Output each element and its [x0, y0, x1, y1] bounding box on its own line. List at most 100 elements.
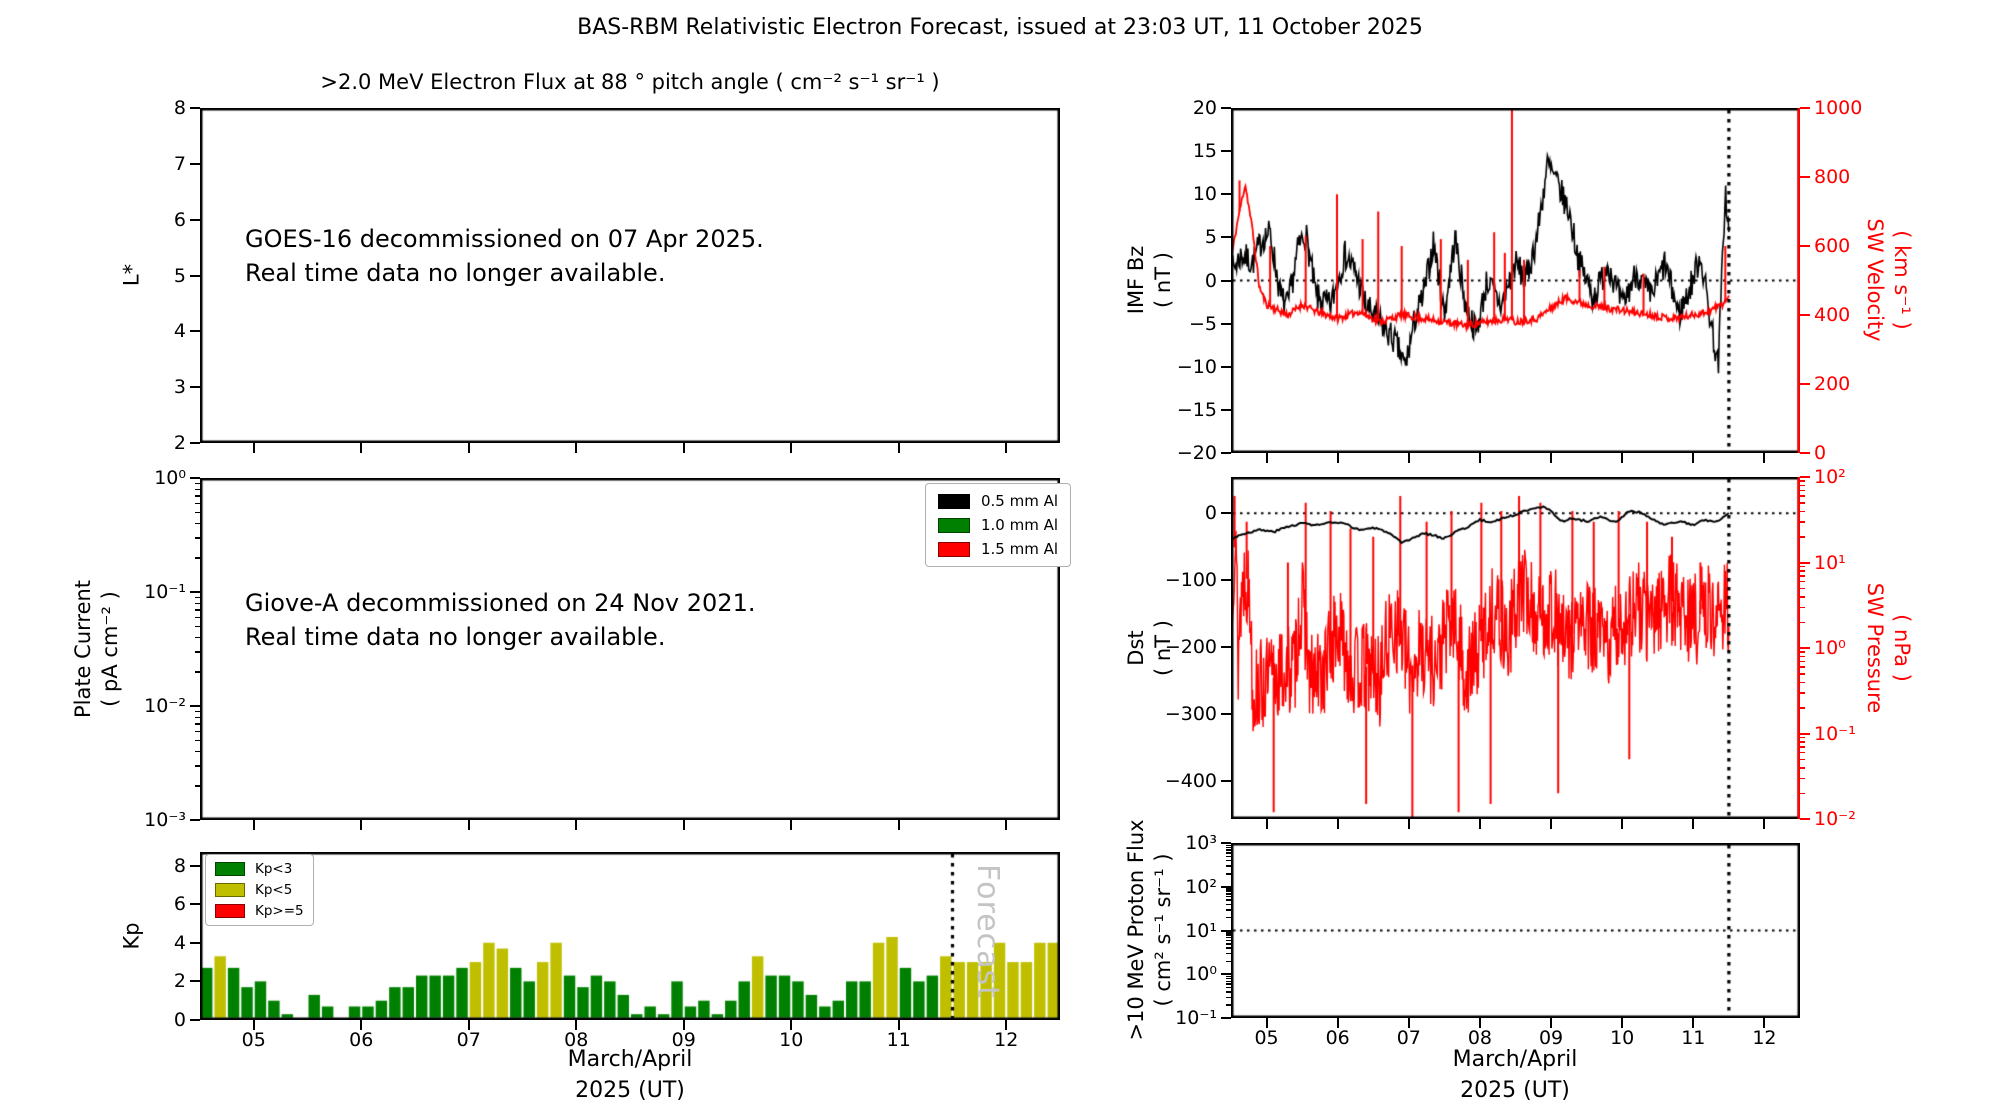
axis-tick: [1621, 819, 1624, 829]
axis-tick: [190, 864, 200, 867]
axis-tick: [190, 477, 200, 479]
legend-label: 1.0 mm Al: [981, 516, 1059, 534]
axis-tick: [1226, 952, 1231, 955]
legend-item: 0.5 mm Al: [938, 492, 1058, 510]
axis-tick: [1226, 983, 1231, 985]
axis-tick: [1478, 1018, 1481, 1028]
axis-tick: [1226, 859, 1231, 862]
plate-current-axis-label: Plate Current ( pA cm⁻² ): [71, 579, 122, 719]
axis-tick: [1763, 1018, 1766, 1028]
axis-tick: [1221, 645, 1231, 648]
axis-tick: [1800, 570, 1805, 572]
axis-tick: [1226, 895, 1231, 898]
plate-current-legend: 0.5 mm Al 1.0 mm Al 1.5 mm Al: [925, 483, 1072, 567]
axis-tick: [252, 1020, 255, 1030]
tick-label: −5: [1188, 312, 1217, 335]
axis-tick: [682, 820, 685, 830]
axis-tick: [1226, 873, 1231, 875]
tick-label: 15: [1192, 140, 1217, 163]
axis-tick: [190, 107, 200, 109]
axis-tick: [897, 443, 900, 453]
legend-label: 1.5 mm Al: [981, 540, 1059, 558]
kp-axis-label: Kp: [119, 922, 144, 950]
axis-tick: [1800, 746, 1805, 748]
axis-tick: [1800, 536, 1805, 538]
axis-tick: [575, 1020, 578, 1030]
proton-flux-plot-canvas: [1231, 843, 1800, 1018]
tick-label: 10²: [1185, 875, 1217, 898]
tick-label: 2: [173, 970, 186, 993]
figure-title: BAS-RBM Relativistic Electron Forecast, …: [577, 15, 1423, 40]
legend-label: 0.5 mm Al: [981, 492, 1059, 510]
axis-tick: [1221, 452, 1231, 454]
tick-label: 2: [173, 432, 186, 454]
legend-item: Kp>=5: [215, 903, 304, 919]
tick-label: 10¹: [1814, 551, 1846, 574]
axis-tick: [1221, 236, 1231, 239]
axis-tick: [1226, 903, 1231, 906]
axis-tick: [1226, 899, 1231, 901]
axis-tick: [195, 716, 200, 719]
lstar-axis-label: L*: [119, 263, 144, 287]
tick-label: 10⁻¹: [1175, 1007, 1217, 1029]
tick-label: 07: [1396, 1027, 1421, 1049]
axis-tick: [190, 1019, 200, 1021]
axis-tick: [1221, 322, 1231, 325]
legend-swatch-kp-yellow: [215, 883, 245, 897]
axis-tick: [1692, 453, 1695, 463]
tick-label: −20: [1176, 442, 1217, 464]
axis-tick: [190, 819, 200, 821]
tick-label: 400: [1814, 304, 1851, 326]
axis-tick: [195, 482, 200, 485]
tick-label: 3: [173, 376, 186, 399]
axis-tick: [1800, 383, 1810, 385]
axis-tick: [195, 750, 200, 753]
axis-tick: [1407, 819, 1410, 829]
axis-tick: [1226, 975, 1231, 978]
axis-tick: [1800, 651, 1805, 653]
goes16-message-line2: Real time data no longer available.: [245, 259, 666, 287]
tick-label: 07: [456, 1029, 481, 1051]
axis-tick: [1226, 996, 1231, 999]
axis-tick: [1226, 934, 1231, 936]
goes16-message: GOES-16 decommissioned on 07 Apr 2025. R…: [245, 222, 764, 290]
axis-tick: [1221, 365, 1231, 368]
axis-tick: [195, 537, 200, 539]
axis-tick: [1800, 655, 1805, 658]
axis-tick: [1800, 502, 1805, 504]
axis-tick: [1221, 579, 1231, 582]
tick-label: 7: [173, 152, 186, 175]
axis-tick: [467, 820, 470, 830]
tick-label: 10²: [1814, 466, 1846, 488]
tick-label: 8: [173, 854, 186, 877]
axis-tick: [1621, 1018, 1624, 1028]
axis-tick: [190, 591, 200, 593]
axis-tick: [1221, 150, 1231, 153]
axis-tick: [195, 602, 200, 605]
axis-tick: [1265, 1018, 1268, 1028]
axis-tick: [1221, 929, 1231, 932]
axis-tick: [1800, 489, 1805, 492]
axis-tick: [1221, 712, 1231, 715]
axis-tick: [1550, 819, 1553, 829]
tick-label: −100: [1164, 569, 1217, 592]
tick-label: 06: [1325, 1027, 1350, 1049]
tick-label: 09: [671, 1029, 696, 1051]
axis-tick: [1800, 587, 1805, 590]
tick-label: 1000: [1814, 97, 1863, 119]
axis-tick: [1221, 779, 1231, 782]
tick-label: 800: [1814, 166, 1851, 188]
axis-tick: [1226, 977, 1231, 980]
axis-tick: [1800, 751, 1805, 754]
axis-tick: [1800, 621, 1805, 624]
axis-tick: [190, 330, 200, 333]
axis-tick: [190, 162, 200, 165]
axis-tick: [1336, 1018, 1339, 1028]
axis-tick: [1800, 565, 1805, 568]
axis-tick: [1226, 939, 1231, 942]
axis-tick: [1407, 1018, 1410, 1028]
axis-tick: [1478, 819, 1481, 829]
tick-label: 10³: [1185, 832, 1217, 854]
axis-tick: [1221, 973, 1231, 976]
dst-pressure-plot-canvas: [1231, 477, 1800, 819]
